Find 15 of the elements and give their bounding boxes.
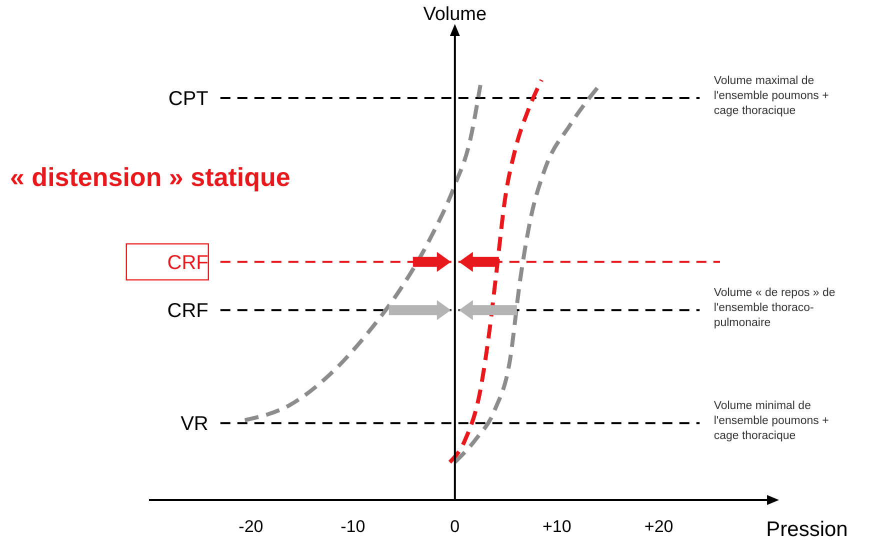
x-tick-label: -20 [238, 517, 264, 536]
y-axis-title: Volume [423, 4, 487, 25]
ref-line-label: CRF [167, 300, 208, 322]
annotation: « distension » statique [10, 162, 290, 192]
ref-line-label: CRF [167, 252, 208, 274]
annotation: Volume « de repos » de l'ensemble thoraco- pulmonaire [714, 287, 836, 330]
x-tick-label: 0 [450, 517, 460, 536]
x-tick-label: +10 [542, 517, 572, 536]
x-tick-label: +20 [644, 517, 674, 536]
x-tick-label: -10 [340, 517, 366, 536]
annotation: Volume minimal de l'ensemble poumons + cage thoracique [714, 400, 830, 442]
x-axis-title: Pression [766, 518, 848, 540]
ref-line-label: CPT [168, 88, 208, 110]
annotation: Volume maximal de l'ensemble poumons + cage thoracique [714, 75, 830, 118]
ref-line-label: VR [180, 413, 208, 436]
